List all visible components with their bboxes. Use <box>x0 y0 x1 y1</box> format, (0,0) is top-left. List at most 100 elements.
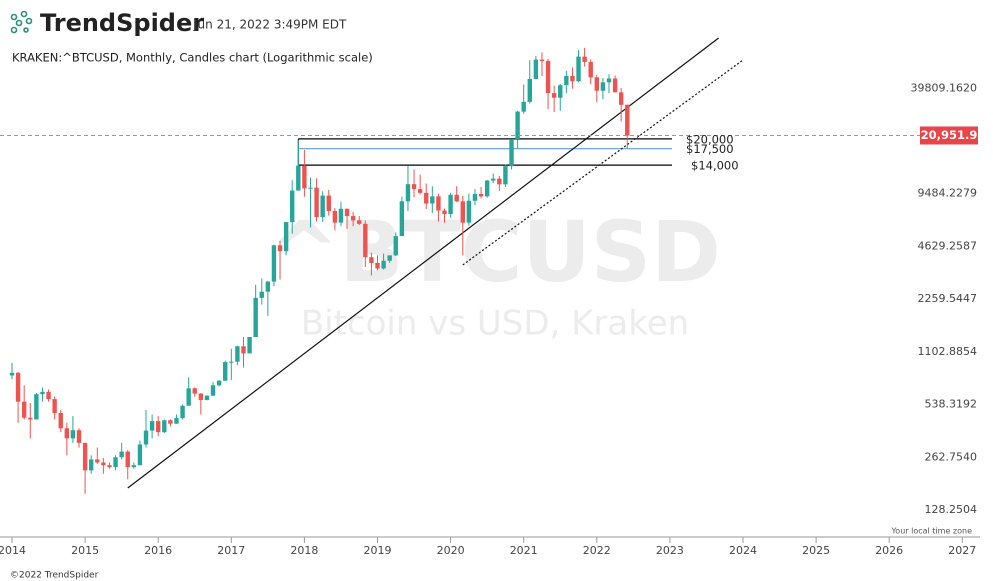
candle-body <box>125 451 130 468</box>
y-tick-label: 128.2504 <box>925 503 978 516</box>
candle-body <box>34 394 39 420</box>
level-label: $14,000 <box>691 159 739 173</box>
candle-body <box>594 77 599 91</box>
x-tick-label: 2022 <box>583 544 611 557</box>
candle-body <box>625 104 630 136</box>
candle-body <box>363 223 368 258</box>
candle-body <box>320 195 325 218</box>
candle-body <box>600 82 606 91</box>
candle-body <box>558 85 563 98</box>
candle-body <box>533 59 539 79</box>
candle-body <box>454 194 459 202</box>
candle-body <box>417 189 423 193</box>
x-tick-label: 2019 <box>364 544 392 557</box>
candle-body <box>430 196 435 204</box>
candle-body <box>405 184 411 202</box>
x-tick-label: 2020 <box>437 544 465 557</box>
x-tick-label: 2015 <box>71 544 99 557</box>
candle-body <box>338 208 344 223</box>
trendline <box>462 59 744 266</box>
candle-body <box>235 346 240 362</box>
candle-body <box>9 372 15 376</box>
candle-body <box>95 459 100 463</box>
candle-body <box>198 393 204 401</box>
candle-body <box>271 245 277 282</box>
level-label: $20,000 <box>686 132 734 146</box>
candle-body <box>210 385 216 396</box>
x-tick-label: 2016 <box>144 544 172 557</box>
candle-body <box>156 421 161 433</box>
candle-body <box>174 418 179 424</box>
candle-body <box>265 281 271 292</box>
y-tick-label: 39809.1620 <box>911 81 977 94</box>
candle-body <box>302 165 307 189</box>
candle-body <box>119 451 124 458</box>
candle-body <box>216 380 222 386</box>
candle-body <box>442 210 447 214</box>
candle-body <box>70 430 76 439</box>
candle-body <box>582 56 587 62</box>
x-tick-label: 2014 <box>0 544 26 557</box>
candle-body <box>168 420 173 424</box>
candle-body <box>180 405 185 419</box>
candle-body <box>88 459 94 471</box>
y-tick-label: 9484.2279 <box>918 187 978 200</box>
candle-body <box>314 187 319 218</box>
candle-body <box>40 391 45 395</box>
candle-body <box>131 465 137 468</box>
candle-body <box>424 192 429 204</box>
last-price-label: 20,951.9 <box>921 128 978 142</box>
candle-body <box>509 140 514 167</box>
candle-body <box>113 457 118 468</box>
candle-body <box>381 260 386 269</box>
candle-body <box>350 216 356 221</box>
candle-body <box>308 187 313 189</box>
candle-body <box>259 291 264 298</box>
candle-body <box>296 165 301 191</box>
candle-body <box>497 178 502 185</box>
candle-body <box>52 399 57 414</box>
candle-body <box>344 208 350 217</box>
candle-body <box>28 417 33 420</box>
candle-body <box>375 262 380 269</box>
candle-body <box>107 465 112 468</box>
candle-body <box>46 391 51 400</box>
candle-body <box>229 361 234 363</box>
candle-body <box>241 346 246 354</box>
y-tick-label: 538.3192 <box>925 398 978 411</box>
x-tick-label: 2018 <box>290 544 318 557</box>
candle-body <box>436 196 441 211</box>
watermark-subtitle: Bitcoin vs USD, Kraken <box>301 304 689 344</box>
candle-body <box>527 78 532 102</box>
candle-body <box>192 388 197 394</box>
candle-body <box>472 193 478 201</box>
candle-body <box>612 78 618 93</box>
candle-body <box>539 59 545 62</box>
candle-body <box>149 421 155 431</box>
x-tick-label: 2023 <box>656 544 684 557</box>
candle-body <box>101 462 106 466</box>
x-tick-label: 2024 <box>729 544 757 557</box>
candle-body <box>411 184 417 190</box>
candle-body <box>399 201 405 237</box>
candle-body <box>277 245 283 252</box>
candle-body <box>204 395 210 401</box>
candle-body <box>606 78 612 83</box>
candle-body <box>143 430 149 445</box>
candle-body <box>223 362 228 381</box>
candle-body <box>283 222 289 252</box>
candle-body <box>588 61 593 78</box>
candle-body <box>58 413 63 429</box>
candle-body <box>247 337 252 354</box>
brand: TrendSpider <box>40 9 204 37</box>
trendline <box>127 37 719 489</box>
candle-body <box>332 210 338 223</box>
candle-body <box>15 372 21 402</box>
chart-title: KRAKEN:^BTCUSD, Monthly, Candles chart (… <box>12 51 373 65</box>
candle-body <box>326 195 331 211</box>
watermark: ^BTCUSD <box>269 203 721 301</box>
candle-body <box>64 428 70 439</box>
plot-area <box>9 37 744 494</box>
candle-body <box>515 111 520 141</box>
